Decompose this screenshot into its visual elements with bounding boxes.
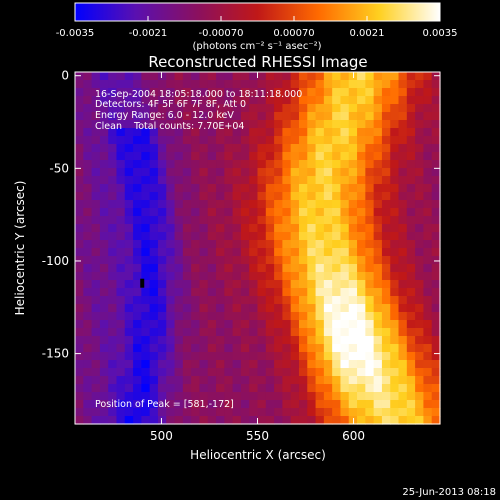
x-tick-label: 500 bbox=[150, 429, 173, 443]
peak-position-label: Position of Peak = [581,-172] bbox=[95, 399, 234, 410]
colorbar-tick-label: 0.0021 bbox=[350, 28, 385, 39]
x-tick-label: 550 bbox=[246, 429, 269, 443]
y-tick-label: -50 bbox=[49, 161, 69, 175]
colorbar-tick-label: -0.0021 bbox=[129, 28, 168, 39]
y-tick-label: -100 bbox=[42, 254, 69, 268]
colorbar bbox=[74, 2, 441, 22]
heatmap-image bbox=[75, 72, 441, 425]
axis-ticks: 500 550 600 0 -50 -100 -150 bbox=[42, 69, 440, 443]
annotation-clean-counts: Clean Total counts: 7.70E+04 bbox=[95, 121, 244, 132]
colorbar-tick-label: 0.0035 bbox=[423, 28, 458, 39]
x-tick-label: 600 bbox=[342, 429, 365, 443]
colorbar-unit-label: (photons cm⁻² s⁻¹ asec⁻²) bbox=[192, 41, 321, 52]
position-marker bbox=[140, 278, 145, 288]
x-axis-label: Heliocentric X (arcsec) bbox=[190, 448, 326, 462]
y-tick-label: -150 bbox=[42, 347, 69, 361]
annotation-energy-range: Energy Range: 6.0 - 12.0 keV bbox=[95, 110, 234, 121]
colorbar-tick-label: -0.0035 bbox=[56, 28, 95, 39]
annotation-detectors: Detectors: 4F 5F 6F 7F 8F, Att 0 bbox=[95, 99, 246, 110]
colorbar-ticks: -0.0035 -0.0021 -0.00070 0.00070 0.0021 0.003… bbox=[56, 16, 458, 39]
footer-timestamp: 25-Jun-2013 08:18 bbox=[402, 487, 496, 498]
colorbar-tick-label: -0.00070 bbox=[199, 28, 244, 39]
annotation-time-range: 16-Sep-2004 18:05:18.000 to 18:11:18.000 bbox=[95, 89, 302, 100]
chart-title: Reconstructed RHESSI Image bbox=[148, 53, 367, 71]
colorbar-tick-label: 0.00070 bbox=[273, 28, 314, 39]
y-tick-label: 0 bbox=[61, 69, 69, 83]
y-axis-label: Heliocentric Y (arcsec) bbox=[13, 181, 27, 316]
